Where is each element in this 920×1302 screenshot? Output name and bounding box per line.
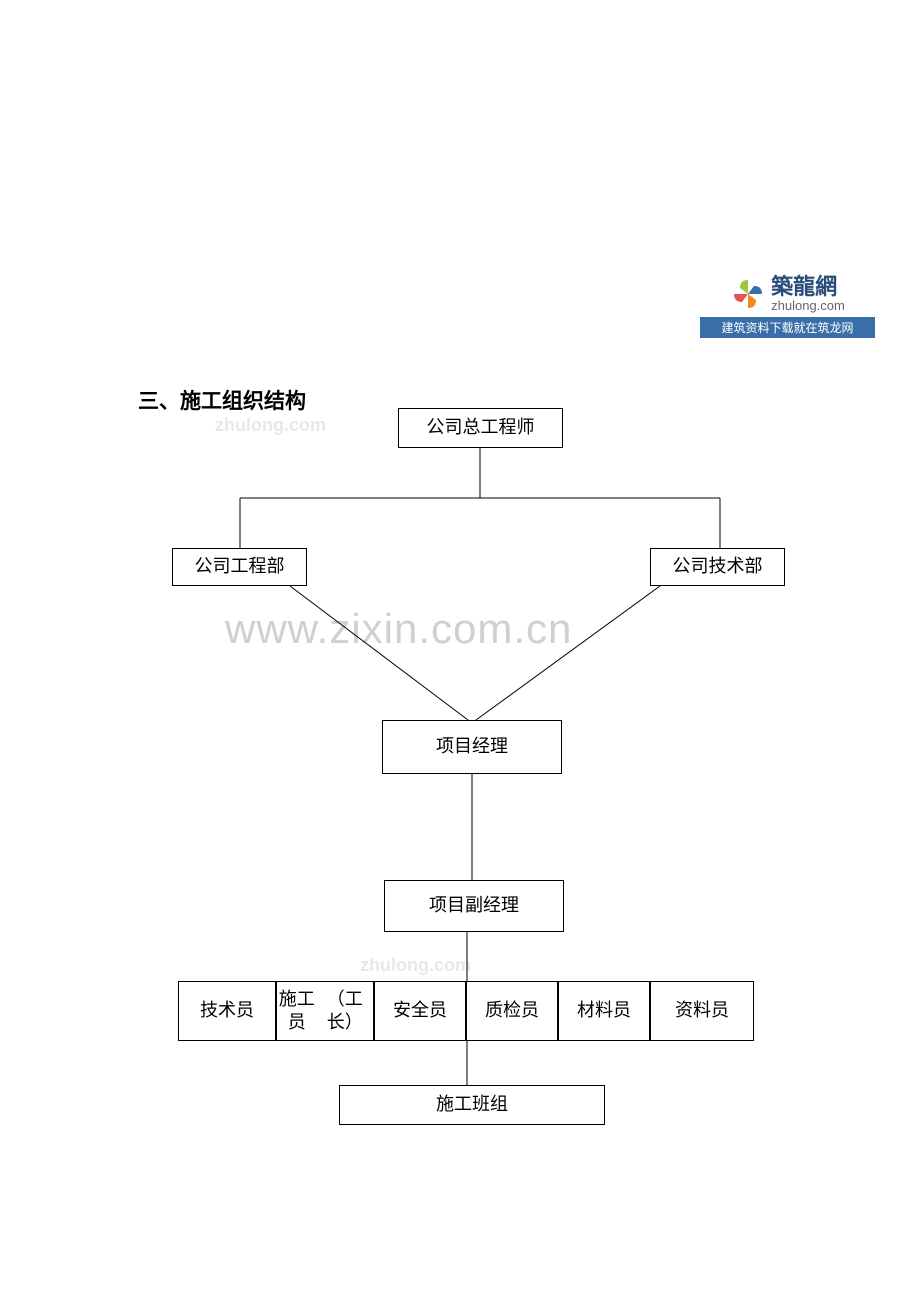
node-n6: 技术员 (178, 981, 276, 1041)
node-n4: 项目经理 (382, 720, 562, 774)
node-n1: 公司总工程师 (398, 408, 563, 448)
node-n3: 公司技术部 (650, 548, 785, 586)
node-n8: 安全员 (374, 981, 466, 1041)
node-n9: 质检员 (466, 981, 558, 1041)
node-n2: 公司工程部 (172, 548, 307, 586)
node-n10: 材料员 (558, 981, 650, 1041)
node-n11: 资料员 (650, 981, 754, 1041)
node-n12: 施工班组 (339, 1085, 605, 1125)
org-chart: 公司总工程师公司工程部 公司技术部项目经理项目副经理技术员施工员（工 长）安全员质… (0, 0, 920, 1302)
node-n7: 施工员（工 长） (276, 981, 374, 1041)
node-n5: 项目副经理 (384, 880, 564, 932)
